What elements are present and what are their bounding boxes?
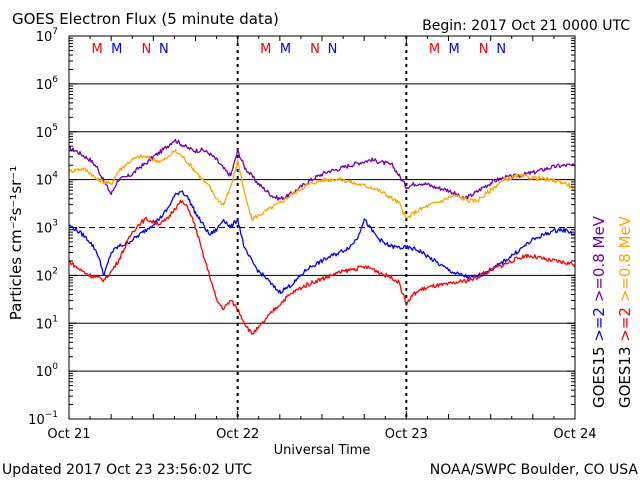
marker-7: N bbox=[328, 42, 338, 57]
series-goes15-0-8-mev bbox=[68, 138, 576, 201]
marker-5: M bbox=[280, 42, 291, 57]
y-axis-ticks: 107 106 105 104 103 102 101 100 10−1 bbox=[28, 27, 575, 428]
y-axis-label: Particles cm⁻²s⁻¹sr⁻¹ bbox=[7, 166, 25, 320]
series-goes13-2-mev bbox=[68, 199, 576, 335]
marker-6: N bbox=[310, 42, 320, 57]
y-tick-label-7: 100 bbox=[36, 362, 59, 380]
marker-4: M bbox=[260, 42, 271, 57]
marker-9: M bbox=[449, 42, 460, 57]
marker-0: M bbox=[92, 42, 103, 57]
series-goes15-2-mev bbox=[68, 190, 576, 295]
series-goes13-0-8-mev bbox=[68, 149, 576, 221]
y-tick-label-5: 102 bbox=[36, 266, 58, 284]
marker-10: N bbox=[479, 42, 489, 57]
y-tick-label-6: 101 bbox=[36, 314, 58, 332]
x-tick-label-1: Oct 22 bbox=[216, 427, 259, 442]
y-tick-label-1: 106 bbox=[36, 75, 59, 93]
marker-3: N bbox=[159, 42, 169, 57]
legend-column: GOES13 >=2 >=0.8 MeV bbox=[616, 215, 634, 408]
legend-entry: GOES13 bbox=[616, 346, 634, 408]
marker-2: N bbox=[141, 42, 151, 57]
marker-11: N bbox=[496, 42, 506, 57]
y-tick-label-2: 105 bbox=[36, 123, 58, 141]
x-axis-ticks: Oct 21 Oct 22 Oct 23 Oct 24 bbox=[47, 36, 597, 442]
updated-timestamp: Updated 2017 Oct 23 23:56:02 UTC bbox=[2, 462, 252, 478]
legend-entry: >=0.8 MeV bbox=[590, 215, 608, 307]
y-tick-label-0: 107 bbox=[36, 27, 58, 45]
legend-entry: >=2 bbox=[590, 307, 608, 346]
legend-entry: >=0.8 MeV bbox=[616, 215, 634, 307]
marker-1: M bbox=[111, 42, 122, 57]
legend-entry: GOES15 bbox=[590, 346, 608, 408]
x-tick-label-3: Oct 24 bbox=[553, 427, 596, 442]
grid bbox=[69, 36, 575, 419]
legend-entry: >=2 bbox=[616, 307, 634, 346]
y-tick-label-3: 104 bbox=[36, 171, 59, 189]
begin-date-label: Begin: 2017 Oct 21 0000 UTC bbox=[422, 18, 630, 34]
marker-8: M bbox=[429, 42, 440, 57]
chart-title: GOES Electron Flux (5 minute data) bbox=[12, 10, 279, 28]
y-tick-label-4: 103 bbox=[36, 219, 58, 237]
x-tick-label-0: Oct 21 bbox=[47, 427, 90, 442]
legend-column: GOES15 >=2 >=0.8 MeV bbox=[590, 215, 608, 408]
x-tick-label-2: Oct 23 bbox=[385, 427, 428, 442]
source-credit: NOAA/SWPC Boulder, CO USA bbox=[430, 462, 639, 478]
x-axis-label: Universal Time bbox=[274, 443, 371, 458]
series-lines bbox=[68, 138, 576, 335]
y-tick-label-8: 10−1 bbox=[28, 410, 58, 428]
